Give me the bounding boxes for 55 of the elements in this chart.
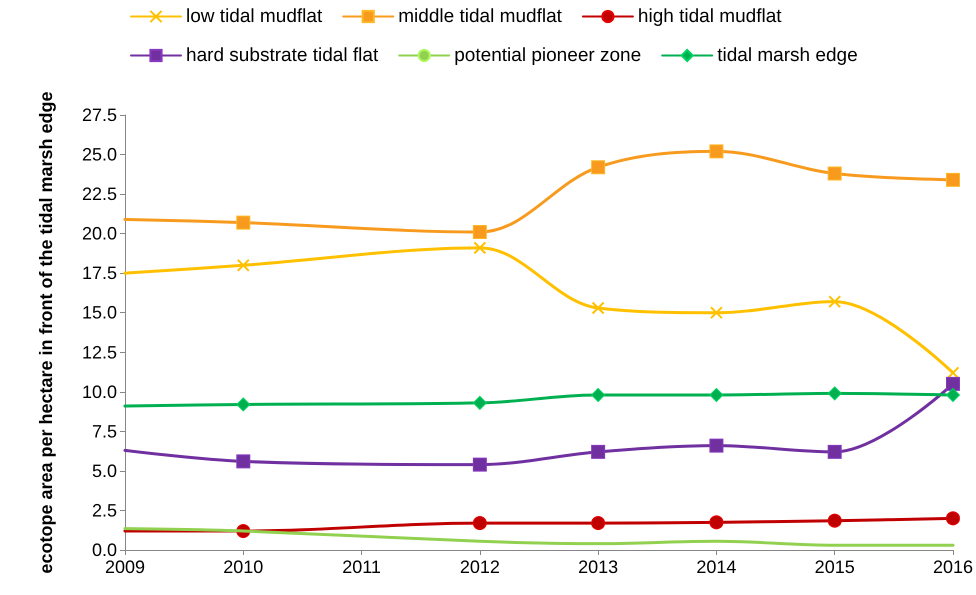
point [236, 397, 250, 412]
legend-label: high tidal mudflat [638, 6, 782, 27]
point [472, 396, 487, 410]
y-tick-label: 10.0 [82, 382, 117, 402]
y-axis-title: ecotope area per hectare in front of the tidal marsh edge [36, 91, 56, 574]
y-tick-label: 0.0 [92, 540, 117, 560]
point [236, 258, 250, 272]
y-tick-label: 5.0 [92, 460, 117, 481]
y-tick-label: 22.5 [82, 184, 117, 204]
point [828, 514, 842, 528]
y-tick-label: 25.0 [82, 144, 117, 165]
point [591, 388, 606, 402]
point [946, 172, 960, 187]
point [828, 166, 842, 181]
y-tick-label: 20.0 [82, 224, 117, 244]
y-tick-label: 12.5 [82, 342, 117, 362]
x-tick-label: 2009 [104, 557, 146, 577]
point [946, 511, 960, 526]
x-tick-label: 2014 [696, 557, 736, 577]
legend-label: potential pioneer zone [454, 45, 642, 66]
point [472, 458, 487, 472]
point [710, 306, 723, 320]
point [709, 388, 724, 402]
point [472, 225, 487, 240]
x-tick-label: 2010 [223, 557, 264, 577]
y-tick-label: 7.5 [92, 421, 117, 442]
point [828, 386, 842, 400]
point [946, 388, 960, 402]
legend-label: middle tidal mudflat [398, 6, 563, 27]
point [592, 301, 605, 314]
point [236, 454, 250, 468]
x-tick-label: 2012 [460, 557, 500, 577]
y-tick-label: 15.0 [82, 302, 117, 323]
point [946, 376, 960, 391]
point [591, 160, 606, 174]
y-tick-label: 17.5 [82, 263, 117, 284]
point [709, 438, 724, 453]
x-tick-label: 2013 [578, 557, 618, 577]
point [472, 516, 487, 530]
point [591, 516, 606, 530]
y-tick-label: 2.5 [92, 500, 117, 520]
point [828, 444, 842, 459]
legend-label: hard substrate tidal flat [186, 45, 379, 66]
point [828, 295, 842, 308]
point [709, 144, 724, 158]
legend-label: low tidal mudflat [186, 6, 323, 27]
x-tick-label: 2011 [342, 557, 381, 577]
point [473, 241, 486, 254]
point [591, 444, 606, 459]
x-tick-label: 2015 [814, 557, 855, 577]
point [236, 216, 250, 230]
x-tick-label: 2016 [932, 557, 973, 577]
legend-label: tidal marsh edge [717, 45, 858, 66]
point [709, 515, 724, 530]
y-tick-label: 27.5 [82, 105, 117, 125]
